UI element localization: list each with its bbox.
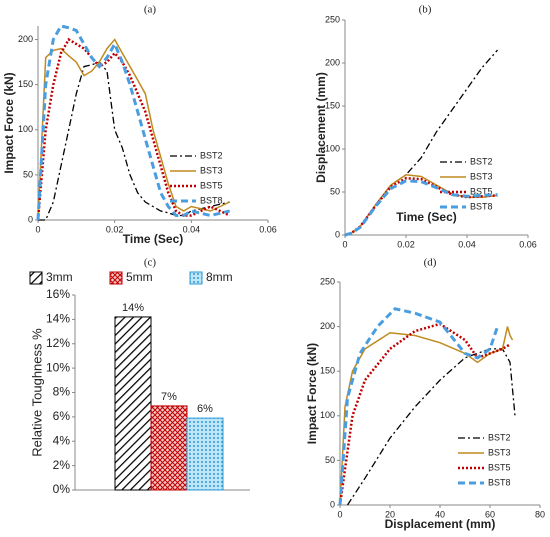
legend-label: BST8 — [470, 201, 493, 211]
series-line — [37, 38, 231, 221]
y-tick-label: 0 — [330, 499, 335, 509]
y-axis-label: Impact Force (kN) — [2, 72, 16, 173]
panel-title: (b) — [419, 4, 432, 16]
legend-label: 3mm — [46, 270, 73, 284]
x-tick-label: 0.02 — [397, 239, 415, 249]
x-axis-label: Time (Sec) — [396, 210, 456, 224]
legend-label: BST8 — [200, 195, 223, 205]
x-tick-label: 80 — [535, 509, 545, 519]
data-label: 14% — [122, 302, 144, 314]
y-tick-label: 0 — [28, 214, 33, 224]
y-tick-label: 12% — [46, 336, 70, 350]
y-axis-label: Displacement (mm) — [314, 72, 328, 183]
legend-label: BST5 — [200, 180, 223, 190]
y-tick-label: 150 — [325, 100, 340, 110]
y-tick-label: 0% — [53, 482, 71, 496]
series-line — [38, 61, 230, 221]
y-tick-label: 50 — [330, 186, 340, 196]
data-label: 7% — [161, 391, 177, 403]
series-line — [36, 24, 231, 221]
legend-swatch — [109, 271, 123, 285]
y-axis-label: Impact Force (kN) — [305, 343, 319, 444]
legend-label: BST2 — [470, 156, 493, 166]
y-tick-label: 50 — [325, 455, 335, 465]
x-tick-label: 20 — [385, 509, 395, 519]
y-tick-label: 200 — [18, 34, 33, 44]
panel-title: (c) — [144, 257, 157, 269]
legend-swatch — [189, 271, 203, 285]
y-tick-label: 150 — [18, 79, 33, 89]
legend-label: 8mm — [206, 270, 233, 284]
y-tick-label: 2% — [53, 458, 71, 472]
legend-label: BST5 — [470, 186, 493, 196]
y-tick-label: 150 — [320, 366, 335, 376]
y-tick-label: 50 — [23, 169, 33, 179]
x-tick-label: 0.04 — [183, 224, 201, 234]
y-tick-label: 8% — [53, 385, 71, 399]
series-line — [36, 37, 231, 221]
y-tick-label: 100 — [320, 410, 335, 420]
legend-label: BST3 — [200, 165, 223, 175]
legend-label: BST5 — [488, 462, 511, 472]
y-tick-label: 100 — [325, 143, 340, 153]
y-tick-label: 0 — [335, 229, 340, 239]
y-tick-label: 16% — [46, 287, 70, 301]
bar — [114, 316, 152, 491]
series-line — [346, 348, 516, 506]
bar — [150, 405, 188, 491]
x-axis-label: Time (Sec) — [123, 232, 183, 246]
x-tick-label: 0.04 — [458, 239, 476, 249]
x-tick-label: 0.06 — [519, 239, 537, 249]
y-tick-label: 250 — [325, 14, 340, 24]
legend-label: BST8 — [488, 477, 511, 487]
x-tick-label: 0 — [35, 224, 40, 234]
series-line — [338, 307, 499, 506]
y-axis-label: Relative Toughness % — [29, 328, 44, 457]
bar — [186, 417, 224, 491]
y-tick-label: 10% — [46, 360, 70, 374]
y-tick-label: 200 — [325, 57, 340, 67]
legend-label: 5mm — [126, 270, 153, 284]
legend-swatch — [29, 271, 43, 285]
series-line — [339, 326, 514, 506]
x-tick-label: 60 — [485, 509, 495, 519]
legend-label: BST3 — [470, 171, 493, 181]
panel-title: (d) — [424, 257, 437, 269]
data-label: 6% — [197, 403, 213, 415]
x-axis-label: Displacement (mm) — [385, 517, 496, 531]
panel-title: (a) — [144, 4, 157, 16]
legend-label: BST2 — [488, 432, 511, 442]
y-tick-label: 14% — [46, 312, 70, 326]
y-tick-label: 100 — [18, 124, 33, 134]
x-tick-label: 0 — [342, 239, 347, 249]
y-tick-label: 250 — [320, 276, 335, 286]
legend-label: BST3 — [488, 447, 511, 457]
x-tick-label: 40 — [435, 509, 445, 519]
legend-label: BST2 — [200, 150, 223, 160]
x-tick-label: 0.06 — [259, 224, 277, 234]
y-tick-label: 6% — [53, 409, 71, 423]
y-tick-label: 200 — [320, 321, 335, 331]
y-tick-label: 4% — [53, 433, 71, 447]
x-tick-label: 0.02 — [106, 224, 124, 234]
series-line — [344, 179, 498, 237]
x-tick-label: 0 — [337, 509, 342, 519]
